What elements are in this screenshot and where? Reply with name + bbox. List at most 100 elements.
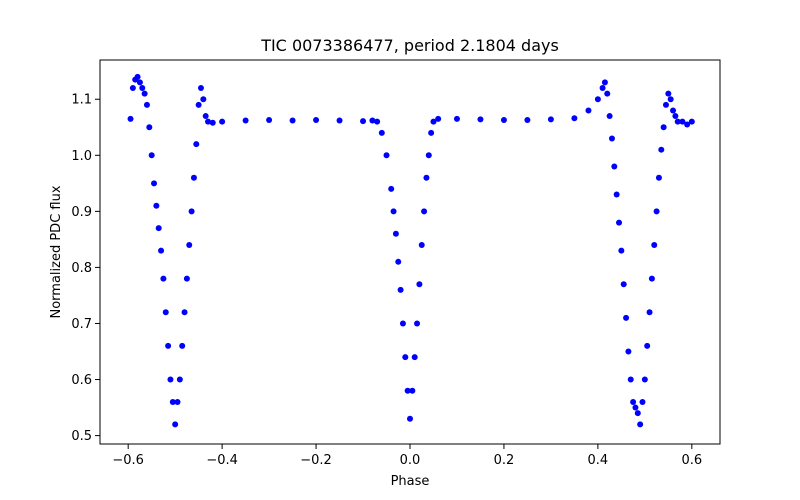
y-tick-label: 0.5 <box>71 429 92 444</box>
x-axis-ticks: −0.6 −0.4 −0.2 0.0 0.2 0.4 0.6 <box>112 444 702 468</box>
data-point <box>637 421 644 428</box>
data-point <box>174 398 181 405</box>
x-tick-label: −0.2 <box>300 453 332 468</box>
data-point <box>524 116 531 123</box>
data-point <box>616 219 623 226</box>
data-point <box>369 117 376 124</box>
data-point <box>639 398 646 405</box>
data-point <box>646 309 653 316</box>
data-point <box>453 115 460 122</box>
data-point <box>414 320 421 327</box>
data-point <box>392 230 399 237</box>
data-point <box>423 174 430 181</box>
x-tick-label: −0.6 <box>112 453 144 468</box>
data-point <box>684 121 691 128</box>
data-point <box>197 85 204 92</box>
data-point <box>151 180 158 187</box>
data-point <box>672 113 679 120</box>
x-tick-label: 0.4 <box>588 453 609 468</box>
y-tick-label: 1.0 <box>71 149 92 164</box>
data-point <box>594 96 601 103</box>
data-point <box>205 118 212 125</box>
data-point <box>146 124 153 131</box>
data-point <box>395 258 402 265</box>
data-point <box>667 96 674 103</box>
data-point <box>688 118 695 125</box>
data-point <box>674 118 681 125</box>
data-point <box>169 398 176 405</box>
data-point <box>397 286 404 293</box>
data-point <box>183 275 190 282</box>
data-point <box>648 275 655 282</box>
data-point <box>407 415 413 422</box>
x-tick-label: 0.0 <box>400 453 421 468</box>
data-point <box>611 163 618 170</box>
y-tick-label: 0.7 <box>71 317 92 332</box>
x-tick-label: −0.4 <box>206 453 238 468</box>
data-point <box>421 208 428 215</box>
data-point <box>435 115 442 122</box>
chart-title: TIC 0073386477, period 2.1804 days <box>260 36 559 55</box>
data-point <box>547 116 554 123</box>
data-point <box>127 115 134 122</box>
data-point <box>625 348 632 355</box>
data-point <box>620 281 627 288</box>
data-point <box>477 116 484 123</box>
data-point <box>390 208 397 215</box>
data-point <box>627 376 634 383</box>
data-point <box>160 275 167 282</box>
data-point <box>613 191 620 198</box>
data-point <box>179 342 186 349</box>
data-point <box>500 116 507 123</box>
data-point <box>134 73 141 80</box>
data-point <box>653 208 660 215</box>
data-point <box>599 85 606 92</box>
data-point <box>641 376 648 383</box>
data-point <box>360 118 367 125</box>
data-point <box>165 342 172 349</box>
y-tick-label: 0.9 <box>71 205 92 220</box>
data-point <box>585 107 592 114</box>
data-point <box>606 113 613 120</box>
data-point <box>148 152 155 159</box>
data-point <box>634 410 641 417</box>
x-tick-label: 0.2 <box>494 453 515 468</box>
data-point <box>162 309 169 316</box>
data-point <box>266 116 273 123</box>
data-point <box>388 185 395 192</box>
data-point <box>139 85 146 92</box>
data-point <box>242 117 249 124</box>
data-point <box>186 241 193 248</box>
x-tick-label: 0.6 <box>681 453 702 468</box>
data-point <box>219 118 226 125</box>
data-point <box>190 174 197 181</box>
data-point <box>660 124 667 131</box>
data-point <box>670 107 677 114</box>
data-point <box>167 376 174 383</box>
data-point <box>430 118 437 125</box>
data-point <box>409 387 416 394</box>
y-tick-label: 0.6 <box>71 373 92 388</box>
data-point <box>155 225 162 232</box>
data-point <box>651 241 658 248</box>
data-point <box>658 146 665 153</box>
data-point <box>416 281 423 288</box>
data-point <box>655 174 662 181</box>
y-tick-label: 0.8 <box>71 261 92 276</box>
data-point <box>313 116 320 123</box>
data-point <box>374 118 381 125</box>
y-axis-label: Normalized PDC flux <box>49 185 64 318</box>
data-point <box>129 85 136 92</box>
data-point <box>630 398 637 405</box>
data-point <box>662 101 669 108</box>
data-point <box>195 101 202 108</box>
data-point <box>172 421 179 428</box>
data-point <box>136 79 143 86</box>
data-point <box>604 90 611 97</box>
data-point <box>428 129 435 136</box>
data-point <box>200 96 207 103</box>
data-point <box>571 115 578 122</box>
data-point <box>181 309 188 316</box>
